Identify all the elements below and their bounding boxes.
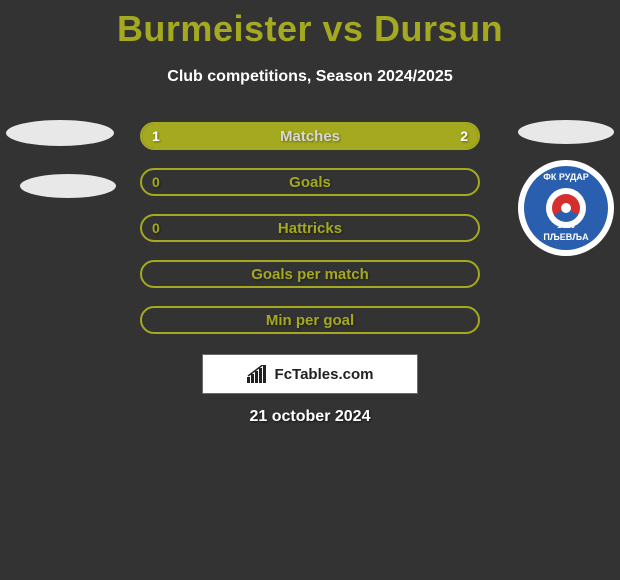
bar-value-left: 0 [142, 170, 170, 194]
player-placeholder-ellipse [518, 120, 614, 144]
club-badge-text-bottom: ПЉЕВЉА [524, 232, 608, 242]
club-badge-text-top: ФК РУДАР [524, 172, 608, 182]
stat-bar: Goals per match [140, 260, 480, 288]
club-badge-inner: ФК РУДАР ПЉЕВЉА 1920 [524, 166, 608, 250]
stat-bar: Matches1 2 [140, 122, 480, 150]
chart-bars-icon [247, 365, 269, 383]
bar-label: Min per goal [142, 308, 478, 332]
bar-label: Goals [142, 170, 478, 194]
club-badge-year: 1920 [524, 221, 608, 230]
date-label: 21 october 2024 [0, 408, 620, 426]
player-placeholder-ellipse [6, 120, 114, 146]
branding-box: FcTables.com [202, 354, 418, 394]
bar-label: Hattricks [142, 216, 478, 240]
left-player-column [6, 120, 116, 226]
bar-value-left: 1 [142, 124, 170, 148]
branding-text: FcTables.com [275, 366, 374, 383]
bar-label: Goals per match [142, 262, 478, 286]
club-badge: ФК РУДАР ПЉЕВЉА 1920 [518, 160, 614, 256]
club-badge-swirl-icon [552, 194, 580, 222]
stat-bar: Goals0 [140, 168, 480, 196]
bar-value-right: 2 [450, 124, 478, 148]
page-title: Burmeister vs Dursun [0, 0, 620, 50]
bar-value-left: 0 [142, 216, 170, 240]
player-placeholder-ellipse [20, 174, 116, 198]
subtitle: Club competitions, Season 2024/2025 [0, 68, 620, 86]
bars-container: Matches12Goals0Hattricks0Goals per match… [140, 122, 480, 352]
stat-bar: Min per goal [140, 306, 480, 334]
bar-label: Matches [142, 124, 478, 148]
right-player-column: ФК РУДАР ПЉЕВЉА 1920 [518, 120, 614, 256]
stat-bar: Hattricks0 [140, 214, 480, 242]
